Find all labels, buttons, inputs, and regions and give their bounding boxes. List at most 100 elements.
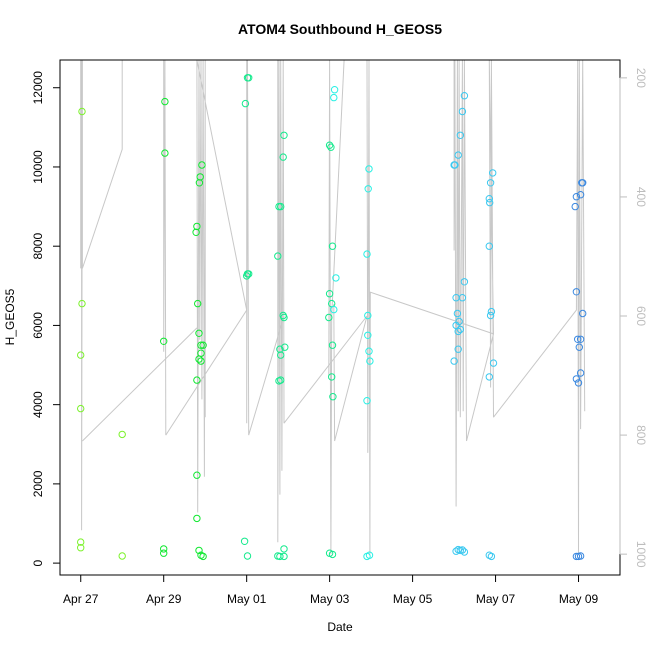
- x-tick-label: May 05: [393, 592, 433, 606]
- data-point: [328, 550, 337, 559]
- data-point: [195, 546, 203, 555]
- data-point: [485, 195, 493, 203]
- data-point: [77, 351, 85, 359]
- data-point: [571, 202, 579, 211]
- x-tick-label: May 03: [310, 592, 350, 606]
- data-point: [161, 97, 169, 106]
- data-point: [575, 343, 583, 351]
- data-point: [487, 307, 496, 316]
- y-tick-label: 6000: [31, 312, 45, 339]
- data-point: [325, 313, 333, 322]
- data-point: [78, 299, 86, 308]
- data-point: [572, 375, 581, 383]
- flight-track-line: [333, 304, 368, 442]
- data-point: [160, 549, 168, 557]
- y-tick-label: 8000: [31, 233, 45, 260]
- data-point: [197, 357, 205, 365]
- data-point: [245, 270, 253, 278]
- data-point: [364, 311, 372, 320]
- data-point: [489, 169, 497, 177]
- data-point: [277, 351, 285, 359]
- x-tick-label: Apr 27: [63, 592, 99, 606]
- flight-track-line: [493, 59, 586, 555]
- data-point: [365, 551, 374, 559]
- data-point: [330, 305, 338, 314]
- right-tick-label: 200: [634, 68, 648, 88]
- data-point: [279, 153, 287, 161]
- data-point: [486, 198, 494, 207]
- chart-title: ATOM4 Southbound H_GEOS5: [238, 21, 442, 37]
- data-point: [330, 93, 338, 102]
- data-point: [489, 359, 498, 367]
- data-point: [281, 343, 289, 351]
- data-point: [160, 337, 168, 345]
- data-point: [366, 357, 374, 365]
- data-point: [328, 341, 337, 349]
- data-point: [576, 552, 585, 560]
- data-point: [274, 252, 282, 260]
- data-point: [78, 107, 86, 116]
- data-point: [365, 347, 373, 355]
- y-axis-label: H_GEOS5: [3, 288, 17, 345]
- data-point: [194, 299, 202, 308]
- right-tick-label: 1000: [634, 541, 648, 568]
- data-point: [160, 545, 168, 553]
- data-point: [458, 107, 467, 116]
- data-point: [280, 313, 288, 322]
- data-point: [486, 179, 495, 187]
- flight-track-line: [277, 59, 285, 543]
- data-point: [458, 546, 467, 554]
- data-points: [77, 74, 587, 561]
- flight-track-line: [82, 327, 198, 442]
- data-point: [450, 357, 458, 365]
- data-point: [240, 537, 249, 545]
- data-point: [579, 309, 587, 318]
- data-point: [195, 329, 203, 337]
- data-point: [486, 311, 495, 320]
- data-point: [458, 294, 467, 302]
- right-tick-label: 400: [634, 187, 648, 207]
- data-point: [241, 99, 250, 108]
- flight-track-line: [165, 59, 248, 513]
- flight-track-line: [366, 59, 494, 555]
- data-point: [328, 242, 337, 250]
- flight-track-line: [80, 59, 123, 531]
- data-point: [243, 272, 251, 280]
- data-point: [363, 250, 371, 258]
- data-point: [77, 544, 85, 552]
- data-point: [193, 471, 201, 479]
- data-point: [576, 369, 585, 377]
- x-axis-label: Date: [327, 620, 353, 634]
- y-axis: 0 2000 4000 6000 8000 10000 12000: [31, 71, 61, 566]
- x-tick-label: May 01: [227, 592, 267, 606]
- data-point: [276, 552, 284, 561]
- data-point: [280, 552, 288, 561]
- data-point: [332, 274, 340, 282]
- flight-track-line: [328, 59, 345, 555]
- data-point: [280, 131, 288, 140]
- y-tick-label: 12000: [31, 71, 45, 105]
- data-point: [485, 242, 493, 250]
- y-tick-label: 2000: [31, 470, 45, 497]
- data-point: [364, 331, 372, 339]
- flight-track-line: [283, 315, 368, 424]
- right-tick-label: 800: [634, 425, 648, 445]
- data-point: [579, 179, 587, 187]
- x-tick-label: Apr 29: [146, 592, 182, 606]
- data-point: [118, 430, 126, 439]
- data-point: [454, 151, 462, 159]
- data-point: [485, 373, 493, 381]
- data-point: [456, 325, 464, 334]
- data-point: [77, 538, 85, 546]
- data-point: [572, 193, 581, 201]
- data-point: [487, 552, 496, 561]
- data-point: [576, 335, 585, 343]
- data-point: [193, 376, 201, 384]
- data-point: [572, 552, 581, 561]
- data-point: [243, 552, 252, 560]
- data-point: [451, 161, 459, 169]
- data-point: [195, 355, 203, 363]
- flight-track-line: [466, 59, 495, 442]
- data-point: [325, 141, 334, 149]
- y-tick-label: 0: [31, 559, 45, 566]
